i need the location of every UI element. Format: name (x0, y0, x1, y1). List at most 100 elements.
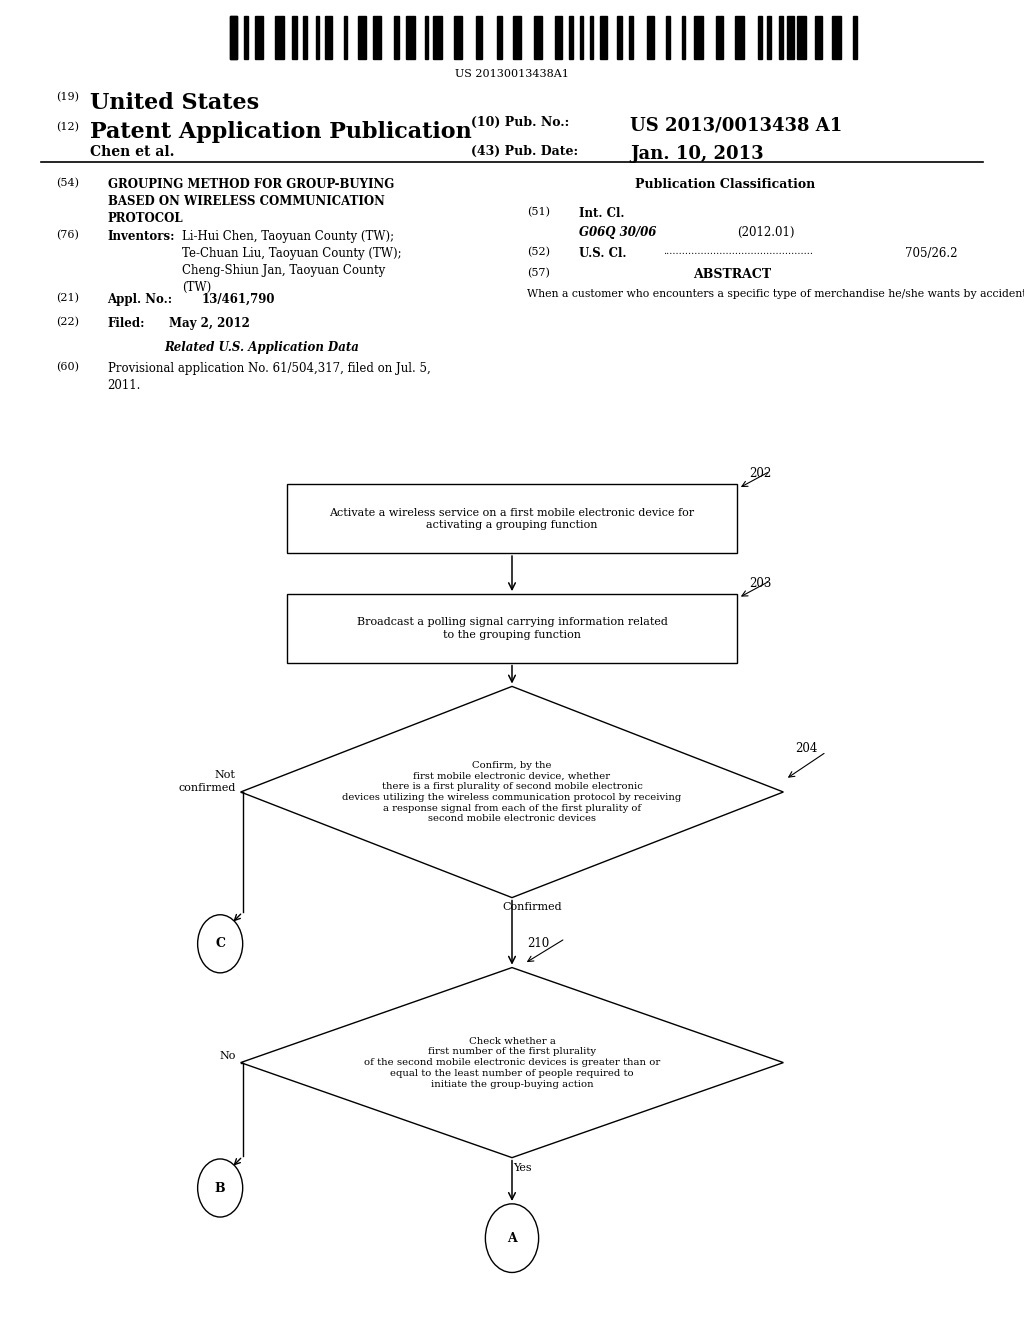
Bar (425, 16, 428, 59)
FancyBboxPatch shape (287, 484, 737, 553)
Text: ABSTRACT: ABSTRACT (693, 268, 771, 281)
Bar (244, 16, 248, 59)
Text: Patent Application Publication: Patent Application Publication (90, 121, 472, 144)
Text: Broadcast a polling signal carrying information related
to the grouping function: Broadcast a polling signal carrying info… (356, 618, 668, 639)
Text: (51): (51) (527, 207, 550, 218)
Text: 705/26.2: 705/26.2 (905, 247, 957, 260)
Bar (797, 16, 806, 59)
Bar (433, 16, 441, 59)
Bar (303, 16, 306, 59)
Text: (19): (19) (56, 92, 79, 103)
Bar (344, 16, 347, 59)
Text: US 2013/0013438 A1: US 2013/0013438 A1 (630, 116, 842, 135)
Text: 202: 202 (750, 467, 772, 480)
Bar (682, 16, 685, 59)
Bar (406, 16, 415, 59)
Bar (833, 16, 841, 59)
Text: Publication Classification: Publication Classification (635, 178, 815, 191)
Text: (52): (52) (527, 247, 550, 257)
Text: No: No (219, 1051, 236, 1061)
Text: Confirmed: Confirmed (503, 902, 562, 912)
Bar (647, 16, 654, 59)
Text: Filed:: Filed: (108, 317, 145, 330)
Bar (590, 16, 593, 59)
Bar (498, 16, 503, 59)
Text: B: B (215, 1181, 225, 1195)
Text: C: C (215, 937, 225, 950)
Bar (275, 16, 284, 59)
Bar (758, 16, 762, 59)
Text: Yes: Yes (513, 1163, 531, 1173)
Text: (10) Pub. No.:: (10) Pub. No.: (471, 116, 569, 129)
Bar (230, 16, 238, 59)
Text: ................................................: ........................................… (664, 247, 813, 256)
Text: May 2, 2012: May 2, 2012 (169, 317, 250, 330)
Text: Related U.S. Application Data: Related U.S. Application Data (164, 341, 358, 354)
Text: When a customer who encounters a specific type of merchandise he/she wants by ac: When a customer who encounters a specifi… (527, 289, 1024, 300)
Bar (255, 16, 262, 59)
Bar (629, 16, 633, 59)
Text: 203: 203 (750, 577, 772, 590)
Bar (786, 16, 794, 59)
Circle shape (198, 915, 243, 973)
Circle shape (485, 1204, 539, 1272)
Text: 210: 210 (527, 937, 550, 950)
Bar (555, 16, 562, 59)
Text: Jan. 10, 2013: Jan. 10, 2013 (630, 145, 763, 164)
Bar (326, 16, 332, 59)
Polygon shape (241, 686, 783, 898)
Bar (230, 16, 238, 59)
Text: Chen et al.: Chen et al. (90, 145, 175, 160)
Text: (22): (22) (56, 317, 79, 327)
Text: G06Q 30/06: G06Q 30/06 (579, 226, 656, 239)
Text: (2012.01): (2012.01) (737, 226, 795, 239)
Text: Check whether a
first number of the first plurality
of the second mobile electro: Check whether a first number of the firs… (364, 1036, 660, 1089)
Bar (616, 16, 622, 59)
Bar (767, 16, 771, 59)
Bar (476, 16, 482, 59)
Bar (394, 16, 399, 59)
Text: A: A (507, 1232, 517, 1245)
Text: (57): (57) (527, 268, 550, 279)
Text: 204: 204 (796, 742, 818, 755)
Text: (43) Pub. Date:: (43) Pub. Date: (471, 145, 579, 158)
Bar (694, 16, 703, 59)
Bar (455, 16, 462, 59)
Text: US 20130013438A1: US 20130013438A1 (455, 69, 569, 79)
Bar (815, 16, 822, 59)
FancyBboxPatch shape (287, 594, 737, 663)
Bar (513, 16, 521, 59)
Bar (358, 16, 367, 59)
Text: Confirm, by the
first mobile electronic device, whether
there is a first plurali: Confirm, by the first mobile electronic … (342, 760, 682, 824)
Bar (779, 16, 783, 59)
Text: Int. Cl.: Int. Cl. (579, 207, 624, 220)
Bar (373, 16, 381, 59)
Text: Provisional application No. 61/504,317, filed on Jul. 5,
2011.: Provisional application No. 61/504,317, … (108, 362, 430, 392)
Bar (667, 16, 670, 59)
Bar (853, 16, 857, 59)
Text: Li-Hui Chen, Taoyuan County (TW);
Te-Chuan Liu, Taoyuan County (TW);
Cheng-Shiun: Li-Hui Chen, Taoyuan County (TW); Te-Chu… (182, 230, 401, 293)
Text: U.S. Cl.: U.S. Cl. (579, 247, 626, 260)
Circle shape (198, 1159, 243, 1217)
Bar (292, 16, 297, 59)
Text: (21): (21) (56, 293, 79, 304)
Polygon shape (241, 968, 783, 1158)
Text: Not
confirmed: Not confirmed (178, 771, 236, 792)
Bar (568, 16, 572, 59)
Text: United States: United States (90, 92, 259, 115)
Text: GROUPING METHOD FOR GROUP-BUYING
BASED ON WIRELESS COMMUNICATION
PROTOCOL: GROUPING METHOD FOR GROUP-BUYING BASED O… (108, 178, 394, 226)
Text: (12): (12) (56, 121, 79, 132)
Bar (735, 16, 743, 59)
Text: 13/461,790: 13/461,790 (202, 293, 275, 306)
Text: (60): (60) (56, 362, 79, 372)
Bar (534, 16, 543, 59)
Text: Appl. No.:: Appl. No.: (108, 293, 173, 306)
Text: (76): (76) (56, 230, 79, 240)
Text: Inventors:: Inventors: (108, 230, 175, 243)
Text: (54): (54) (56, 178, 79, 189)
Bar (316, 16, 319, 59)
Text: Activate a wireless service on a first mobile electronic device for
activating a: Activate a wireless service on a first m… (330, 508, 694, 529)
Bar (717, 16, 723, 59)
Bar (581, 16, 584, 59)
Bar (600, 16, 607, 59)
